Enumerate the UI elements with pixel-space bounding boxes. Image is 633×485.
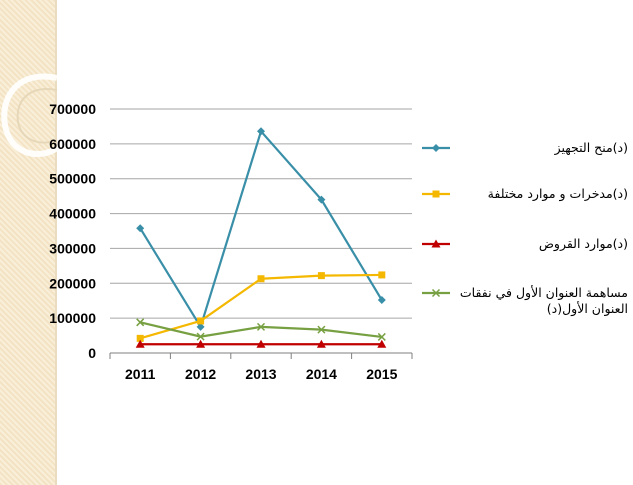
legend-marker bbox=[431, 288, 441, 298]
series-line bbox=[139, 130, 383, 328]
data-point bbox=[135, 339, 145, 348]
legend-swatch bbox=[422, 288, 450, 298]
legend-swatch bbox=[422, 239, 450, 248]
series-3 bbox=[135, 339, 387, 348]
y-tick-label: 300000 bbox=[49, 240, 96, 256]
x-axis-tick-labels: 2011 2012 2013 2014 2015 bbox=[125, 366, 398, 382]
legend-swatch bbox=[422, 190, 450, 198]
chart-legend: (د)منح التجهيز (د)مدخرات و موارد مختلفة (د… bbox=[420, 0, 630, 485]
y-tick-label: 100000 bbox=[49, 310, 96, 326]
y-tick-label: 700000 bbox=[49, 101, 96, 117]
y-tick-label: 0 bbox=[88, 345, 96, 361]
data-point bbox=[256, 339, 266, 348]
data-point bbox=[317, 272, 325, 280]
data-point bbox=[377, 296, 386, 305]
y-tick-label: 600000 bbox=[49, 136, 96, 152]
legend-marker bbox=[432, 190, 440, 198]
legend-marker bbox=[432, 144, 440, 152]
data-point bbox=[256, 322, 266, 331]
x-tick-label: 2012 bbox=[185, 366, 216, 382]
data-point bbox=[197, 317, 205, 325]
data-point bbox=[377, 332, 386, 341]
legend-label: (د)موارد القروض bbox=[538, 236, 628, 251]
legend-marker bbox=[431, 239, 441, 248]
data-point bbox=[196, 322, 205, 331]
y-tick-label: 200000 bbox=[49, 275, 96, 291]
legend-label: (د)منح التجهيز bbox=[554, 140, 628, 155]
series-4 bbox=[136, 318, 386, 341]
y-axis-tick-labels: 0 100000 200000 300000 400000 500000 600000 700… bbox=[49, 101, 96, 361]
data-point bbox=[316, 339, 326, 348]
data-point bbox=[136, 334, 144, 342]
legend-label: (د)مدخرات و موارد مختلفة bbox=[487, 186, 628, 201]
series-line bbox=[139, 321, 382, 339]
data-point bbox=[257, 127, 265, 136]
data-point bbox=[317, 195, 326, 204]
data-point bbox=[196, 332, 205, 341]
x-tick-label: 2015 bbox=[366, 366, 397, 382]
series-1 bbox=[136, 127, 386, 331]
data-point bbox=[317, 325, 326, 334]
data-point bbox=[377, 339, 387, 348]
legend-label: مساهمة العنوان الأول في نفقات العنوان ال… bbox=[459, 285, 628, 316]
data-point bbox=[136, 224, 145, 233]
series-2 bbox=[136, 271, 386, 342]
x-tick-label: 2014 bbox=[306, 366, 337, 382]
data-point bbox=[378, 271, 386, 279]
chart-series bbox=[135, 127, 387, 348]
y-tick-label: 500000 bbox=[49, 171, 96, 187]
x-tick-label: 2013 bbox=[245, 366, 276, 382]
series-line bbox=[139, 273, 382, 340]
data-point bbox=[196, 339, 206, 348]
legend-swatch bbox=[422, 144, 450, 152]
chart-gridlines bbox=[109, 108, 413, 359]
y-tick-label: 400000 bbox=[49, 206, 96, 222]
data-point bbox=[136, 318, 145, 327]
data-point bbox=[257, 275, 265, 283]
x-tick-label: 2011 bbox=[125, 366, 156, 382]
